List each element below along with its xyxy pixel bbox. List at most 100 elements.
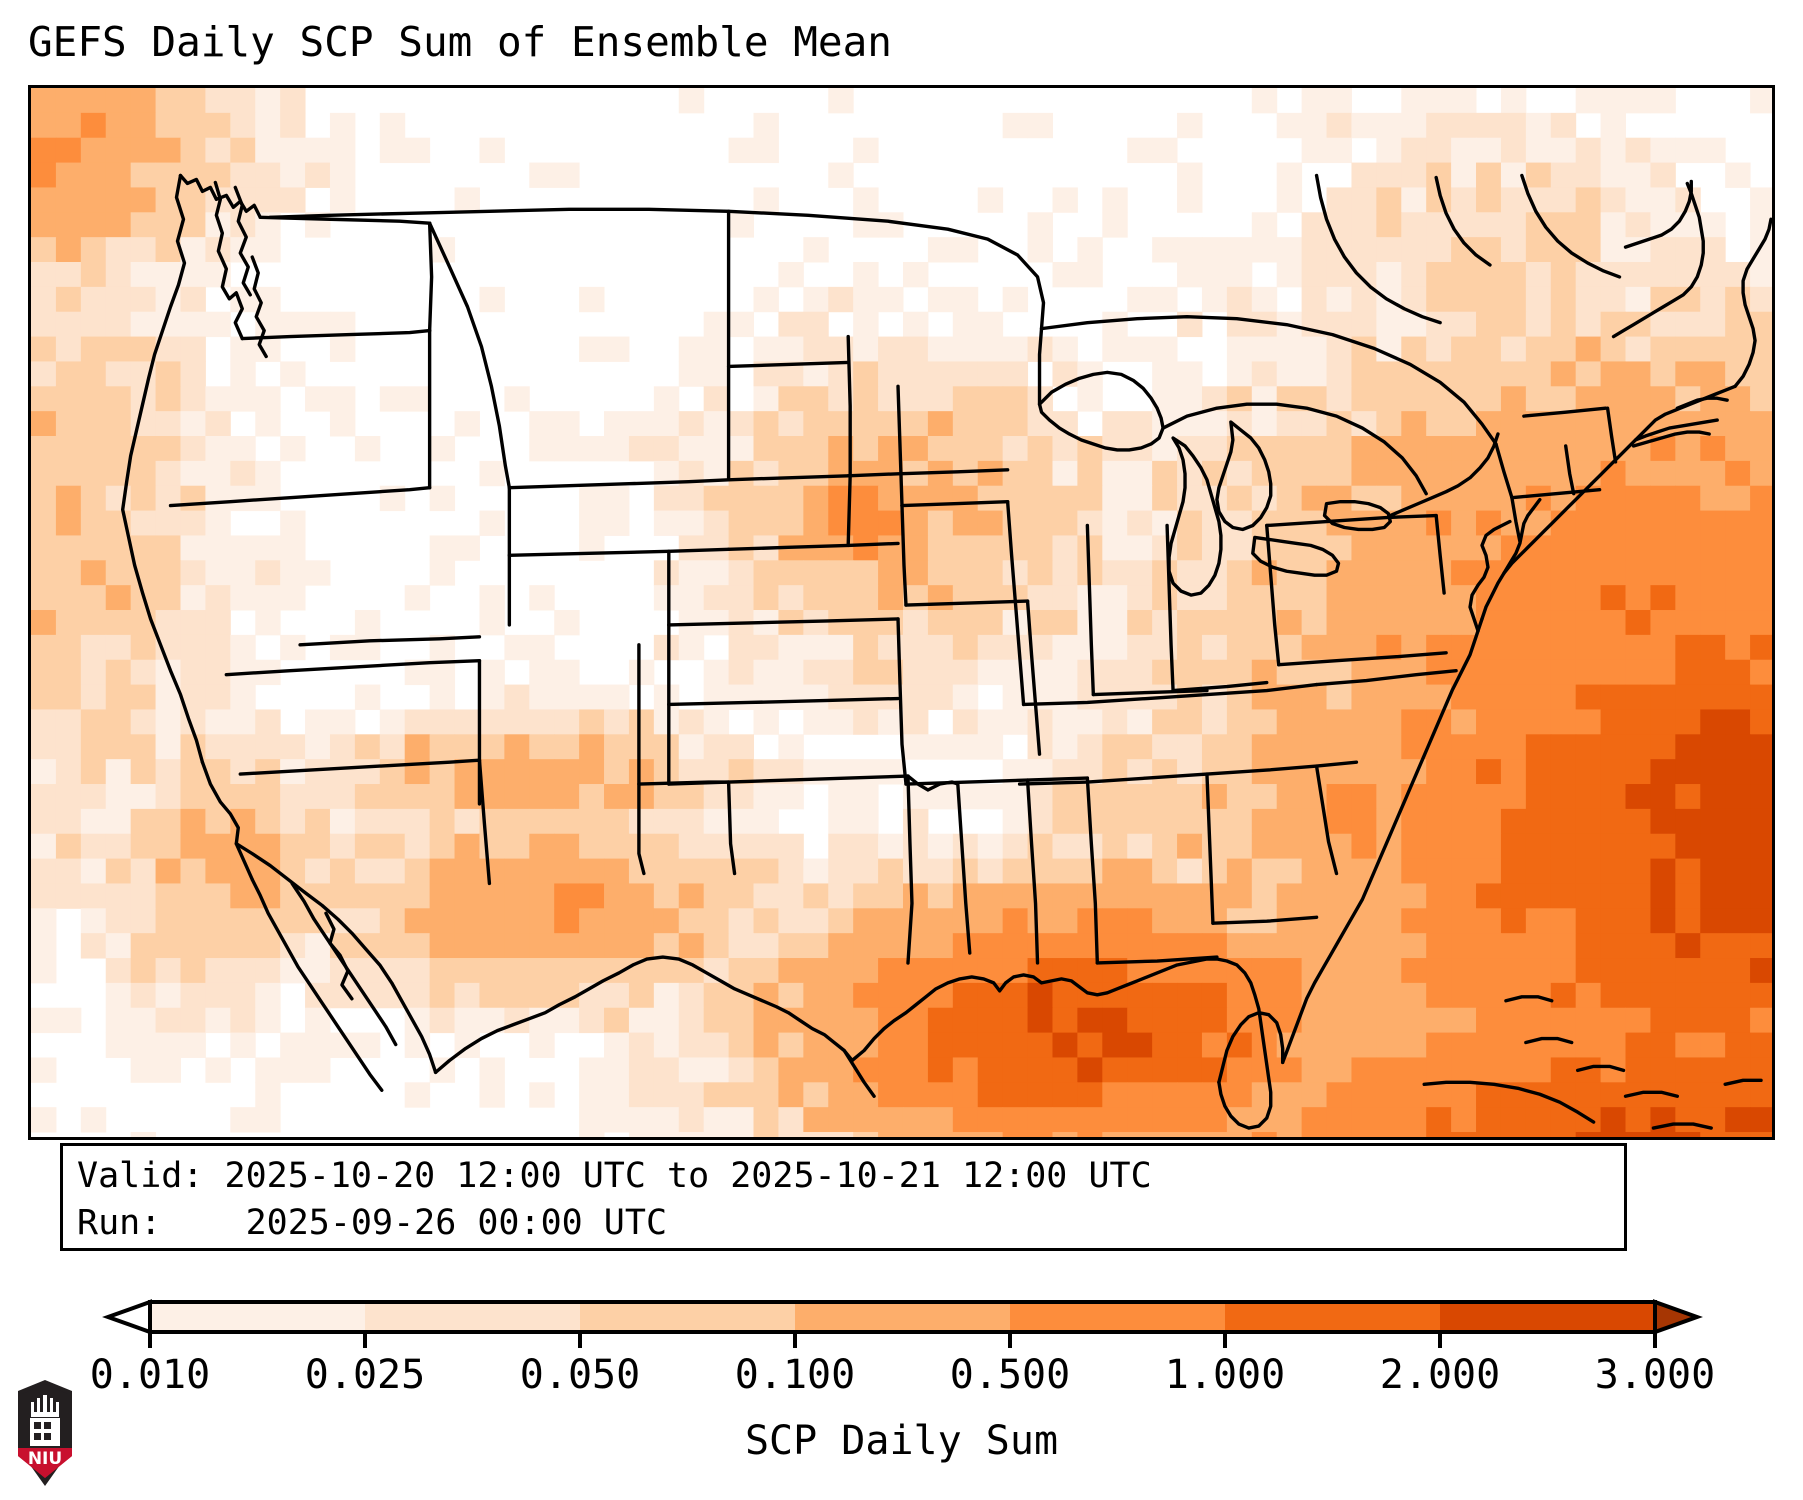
geo-outline (1434, 175, 1492, 267)
colorbar-segment (1225, 1302, 1441, 1332)
geo-outline (1675, 396, 1729, 410)
page-title: GEFS Daily SCP Sum of Ensemble Mean (28, 18, 892, 66)
geo-outline (250, 877, 384, 1092)
geo-outline (1280, 617, 1484, 1065)
map-svg (31, 88, 1772, 1137)
geo-outline (1217, 1011, 1285, 1085)
geo-outline (1623, 1090, 1680, 1098)
geo-outline (1037, 370, 1165, 452)
geo-outline (1025, 778, 1040, 965)
geo-outline (1524, 1036, 1574, 1045)
geo-outline (667, 774, 910, 786)
geo-outline (1611, 181, 1705, 339)
geo-outline (1605, 406, 1618, 464)
geo-outline (240, 328, 432, 341)
geo-outline (1314, 764, 1339, 876)
geo-outline (667, 617, 900, 627)
geo-outline (906, 774, 960, 792)
geo-outline (250, 255, 268, 359)
colorbar-segment (365, 1302, 581, 1332)
geo-outline (1623, 179, 1693, 249)
geo-outline (726, 360, 850, 369)
geo-outline (667, 696, 900, 707)
geo-outline (1171, 680, 1269, 693)
geo-outline (1021, 682, 1319, 707)
geo-outline (900, 499, 1010, 508)
geo-outline (1215, 420, 1273, 532)
niu-logo-text: NIU (28, 1449, 62, 1469)
colorbar-tick-labels: 0.010 0.025 0.050 0.100 0.500 1.000 2.000 3.000 (0, 1352, 1803, 1408)
geo-outline (1564, 444, 1576, 496)
colorbar-tick-marks (148, 1332, 1657, 1348)
geo-outline (234, 841, 438, 1075)
colorbar-tick-label: 0.010 (89, 1352, 211, 1398)
geo-outline (433, 955, 854, 1075)
geo-outline (427, 221, 512, 490)
geo-outline (1314, 173, 1442, 325)
geo-outline (1039, 315, 1498, 446)
geo-outline (1095, 955, 1219, 965)
geo-outline (1025, 599, 1042, 756)
geo-outline (956, 782, 972, 955)
geo-outline (1723, 1078, 1763, 1086)
geo-outline (1494, 442, 1514, 500)
geo-outline (904, 776, 1090, 786)
geo-outline (726, 474, 850, 482)
geo-outline (1651, 1122, 1713, 1130)
geo-outline (726, 541, 900, 552)
geo-outline (906, 774, 914, 965)
colorbar-axis-label: SCP Daily Sum (744, 1418, 1059, 1464)
geo-outline (268, 207, 1046, 406)
geo-outline (1631, 430, 1711, 448)
valid-run-annotation-box: Valid: 2025-10-20 12:00 UTC to 2025-10-2… (60, 1143, 1627, 1251)
geo-outline (298, 635, 482, 647)
geo-outline (846, 468, 1010, 478)
colorbar-tick-label: 0.050 (519, 1352, 641, 1398)
geo-outline (1205, 772, 1215, 925)
geo-outline (1510, 495, 1522, 544)
geo-outline (726, 780, 737, 876)
geo-outline (850, 957, 1273, 1130)
colorbar-tick-label: 1.000 (1164, 1352, 1286, 1398)
geo-outline (427, 221, 434, 333)
map-plot-area (28, 85, 1775, 1140)
geo-outline (1005, 499, 1026, 707)
geo-outline (224, 659, 482, 677)
colorbar-tick-label: 0.100 (734, 1352, 856, 1398)
geo-outline (1211, 915, 1319, 925)
geo-outline (1522, 406, 1608, 418)
colorbar-segment (150, 1302, 366, 1332)
geo-outline (637, 643, 646, 876)
run-time-text: Run: 2025-09-26 00:00 UTC (77, 1203, 668, 1243)
geo-outline (1434, 513, 1446, 595)
geo-outline (1480, 482, 1594, 621)
geo-outline (1314, 668, 1458, 687)
geo-outline (258, 215, 432, 225)
geo-outline (1265, 523, 1281, 667)
geo-outline (1265, 513, 1438, 528)
colorbar (0, 1296, 1803, 1366)
geo-outline (1468, 519, 1512, 633)
geo-outline (1510, 488, 1602, 500)
geo-outline (507, 547, 731, 558)
geography-outlines (120, 173, 1772, 1130)
geo-outline (233, 185, 252, 297)
geo-outline (1322, 499, 1393, 532)
colorbar-over-arrow (1653, 1299, 1703, 1335)
geo-outline (290, 881, 398, 1047)
geo-outline (1085, 523, 1096, 697)
geo-outline (896, 384, 904, 508)
colorbar-outline (148, 1300, 1657, 1334)
colorbar-tick-label: 0.500 (949, 1352, 1071, 1398)
geo-outline (1422, 1080, 1596, 1124)
geo-outline (200, 760, 254, 882)
colorbar-tick-label: 0.025 (304, 1352, 426, 1398)
geo-outline (1165, 523, 1175, 693)
colorbar-under-arrow (102, 1299, 152, 1335)
geo-outline (842, 1048, 876, 1098)
geo-outline (1388, 432, 1500, 518)
geo-outline (168, 486, 432, 508)
geo-outline (1733, 217, 1772, 388)
geo-outline (507, 478, 731, 490)
scp-raster-layer (31, 88, 1772, 1137)
